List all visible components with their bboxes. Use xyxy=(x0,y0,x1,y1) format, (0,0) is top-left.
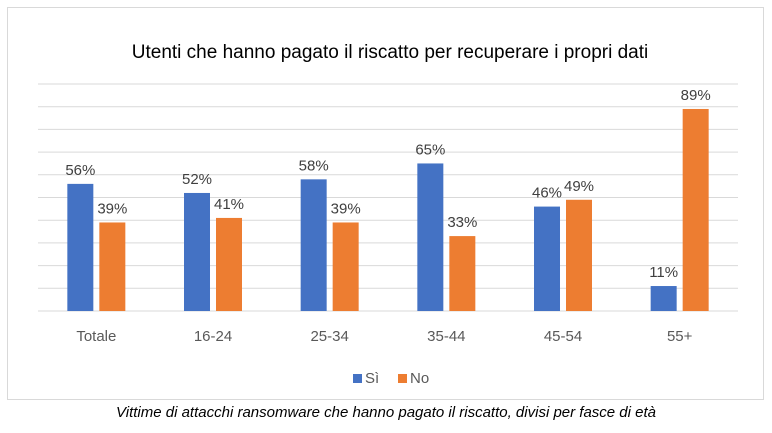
bar-no-16-24 xyxy=(216,217,242,311)
chart-caption: Vittime di attacchi ransomware che hanno… xyxy=(116,404,656,421)
bar-no-25-34 xyxy=(332,222,359,311)
value-label: 39% xyxy=(331,200,361,217)
value-label: 33% xyxy=(447,214,477,231)
bar-si-25-34 xyxy=(300,179,327,311)
category-label: 55+ xyxy=(667,328,693,345)
value-label: 41% xyxy=(214,196,244,213)
category-label: 16-24 xyxy=(194,328,232,345)
value-label: 58% xyxy=(299,157,329,174)
bar-si-55+ xyxy=(650,286,677,311)
legend-swatch xyxy=(353,374,362,383)
legend: Sì No xyxy=(353,370,429,387)
gridlines xyxy=(38,83,738,312)
bar-chart: Utenti che hanno pagato il riscatto per … xyxy=(38,42,738,387)
value-label: 39% xyxy=(97,200,127,217)
bar-no-35-44 xyxy=(449,236,476,311)
legend-label: Sì xyxy=(365,370,379,387)
bar-si-16-24 xyxy=(184,192,210,311)
category-label: 45-54 xyxy=(544,328,582,345)
value-label: 49% xyxy=(564,178,594,195)
bars xyxy=(67,108,709,311)
category-label: 35-44 xyxy=(427,328,465,345)
legend-label: No xyxy=(410,370,429,387)
bar-si-35-44 xyxy=(417,163,444,311)
category-label: 25-34 xyxy=(310,328,348,345)
bar-no-Totale xyxy=(99,222,126,311)
value-label: 89% xyxy=(681,87,711,104)
category-label: Totale xyxy=(76,328,116,345)
bar-no-55+ xyxy=(682,108,709,311)
bar-no-45-54 xyxy=(566,199,592,311)
legend-swatch xyxy=(398,374,407,383)
chart-frame xyxy=(7,7,764,400)
value-labels: 56% 39% 52%41% 58% 39% 65% 33% 46% 49% 11% 89% xyxy=(65,87,710,281)
bar-si-Totale xyxy=(67,183,94,311)
category-labels: Totale 16-24 25-34 35-44 45-54 55+ xyxy=(76,328,692,345)
value-label: 65% xyxy=(415,141,445,158)
bar-si-45-54 xyxy=(534,206,560,311)
value-label: 46% xyxy=(532,185,562,202)
value-label: 11% xyxy=(649,264,678,281)
value-label: 56% xyxy=(65,162,95,179)
value-label: 52% xyxy=(182,171,212,188)
chart-title: Utenti che hanno pagato il riscatto per … xyxy=(132,42,648,63)
